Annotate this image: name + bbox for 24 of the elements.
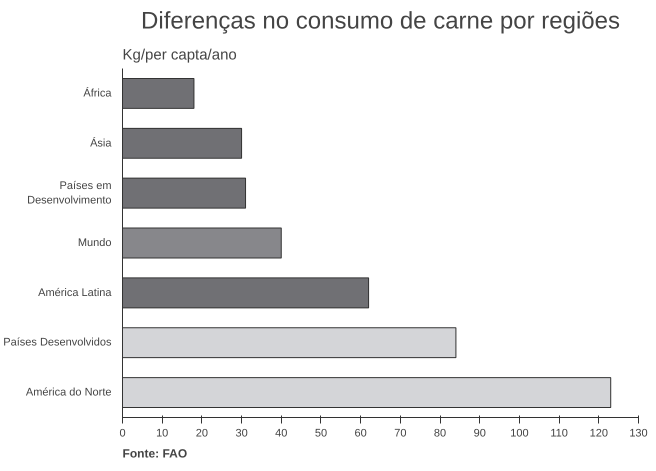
x-tick-label: 90 — [474, 428, 486, 440]
y-tick-label: América Latina — [38, 286, 112, 299]
y-tick-label: América do Norte — [26, 386, 112, 399]
x-tick-label: 20 — [196, 428, 208, 440]
y-tick-label: África — [83, 86, 112, 100]
x-tick-label: 0 — [119, 428, 126, 440]
y-tick-label: Ásia — [90, 136, 112, 150]
x-tick-label: 70 — [394, 428, 406, 440]
x-tick-label: 50 — [314, 428, 328, 440]
x-tick-label: 40 — [275, 428, 288, 440]
x-tick-label: 100 — [510, 428, 529, 440]
x-tick-label: 10 — [156, 428, 168, 440]
source-note: Fonte: FAO — [122, 446, 188, 460]
y-axis-title: Kg/per capta/ano — [122, 46, 237, 64]
y-tick-label: Mundo — [78, 237, 112, 249]
x-tick-label: 110 — [550, 428, 568, 440]
y-tick-label: Países em Desenvolvimento — [27, 180, 112, 206]
x-tick-label: 130 — [629, 428, 648, 440]
y-tick-label: Países Desenvolvidos — [3, 336, 112, 349]
chart-title: Diferenças no consumo de carne por regiões — [141, 8, 620, 34]
x-tick-label: 120 — [590, 428, 608, 440]
x-tick-label: 80 — [434, 428, 446, 440]
x-tick-label: 30 — [235, 428, 248, 440]
x-tick-label: 60 — [354, 428, 367, 440]
